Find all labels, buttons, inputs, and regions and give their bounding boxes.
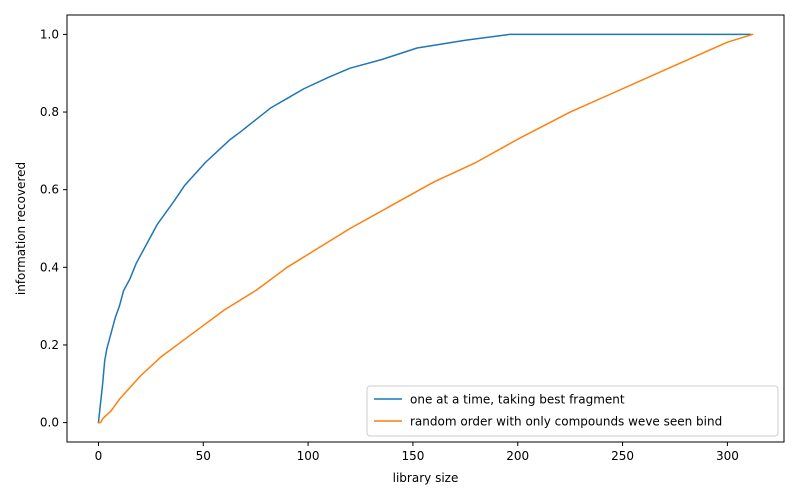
x-tick-label: 50 <box>196 449 211 463</box>
y-tick-label: 0.6 <box>40 183 59 197</box>
x-tick-label: 0 <box>95 449 103 463</box>
x-tick-label: 150 <box>401 449 424 463</box>
series-line-2 <box>97 33 754 424</box>
x-tick-label: 300 <box>716 449 739 463</box>
y-tick-label: 0.4 <box>40 260 59 274</box>
legend-label-series-2: random order with only compounds weve se… <box>410 415 722 429</box>
x-axis-label: library size <box>393 471 459 485</box>
legend-box <box>366 385 779 437</box>
plot-lines <box>97 33 754 424</box>
series-line-1 <box>97 33 752 424</box>
y-tick-label: 0.8 <box>40 105 59 119</box>
y-tick-label: 0.2 <box>40 338 59 352</box>
y-axis-ticks: 0.0 0.2 0.4 0.6 0.8 1.0 <box>40 27 67 430</box>
y-axis-label: information recovered <box>14 162 28 295</box>
x-tick-label: 200 <box>506 449 529 463</box>
y-tick-label: 1.0 <box>40 27 59 41</box>
legend: one at a time, taking best fragment rand… <box>366 385 779 437</box>
plot-frame <box>66 14 785 443</box>
x-tick-label: 100 <box>297 449 320 463</box>
x-axis-ticks: 0 50 100 150 200 250 300 <box>95 442 739 463</box>
legend-label-series-1: one at a time, taking best fragment <box>410 393 625 407</box>
x-tick-label: 250 <box>611 449 634 463</box>
y-tick-label: 0.0 <box>40 416 59 430</box>
